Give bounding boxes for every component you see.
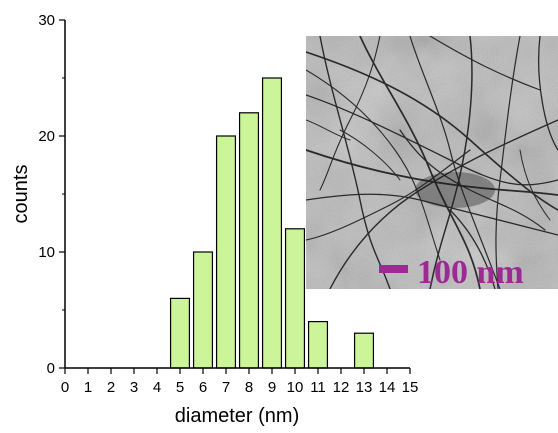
x-tick-label: 6 xyxy=(199,379,207,396)
x-axis-title: diameter (nm) xyxy=(175,405,299,427)
y-tick-label: 0 xyxy=(47,360,55,377)
x-tick-label: 11 xyxy=(310,379,326,396)
x-tick-label: 7 xyxy=(222,379,230,396)
dark-aggregate xyxy=(415,172,495,208)
y-tick-label: 10 xyxy=(38,244,55,261)
x-tick-label: 2 xyxy=(107,379,115,396)
x-tick-label: 0 xyxy=(61,379,69,396)
x-tick-label: 15 xyxy=(402,379,419,396)
bar-11 xyxy=(307,321,329,369)
bar-6 xyxy=(192,251,214,369)
scale-bar xyxy=(379,265,408,273)
x-tick-label: 10 xyxy=(287,379,304,396)
y-axis-title: counts xyxy=(10,165,32,224)
x-tick-label: 4 xyxy=(153,379,161,396)
x-axis-ticks: 0 1 2 3 4 5 6 7 8 9 10 11 12 13 14 15 xyxy=(61,368,419,396)
x-tick-label: 9 xyxy=(268,379,276,396)
y-tick-label: 20 xyxy=(38,128,55,145)
bar-7 xyxy=(215,135,237,369)
scale-bar-label: 100 nm xyxy=(417,254,524,291)
x-tick-label: 1 xyxy=(84,379,92,396)
x-tick-label: 13 xyxy=(356,379,373,396)
bar-5 xyxy=(169,297,191,369)
x-tick-label: 3 xyxy=(130,379,138,396)
x-tick-label: 12 xyxy=(333,379,350,396)
bars-group xyxy=(169,77,375,369)
x-tick-label: 8 xyxy=(245,379,253,396)
bar-10 xyxy=(284,228,306,369)
x-tick-label: 5 xyxy=(176,379,184,396)
x-tick-label: 14 xyxy=(379,379,396,396)
tem-inset-image: 100 nm xyxy=(306,36,558,291)
nanofibers xyxy=(306,36,558,289)
bar-9 xyxy=(261,77,283,369)
bar-8 xyxy=(238,112,260,369)
bar-13 xyxy=(353,332,375,369)
y-axis-ticks: 0 10 20 30 xyxy=(38,12,65,377)
y-tick-label: 30 xyxy=(38,12,55,29)
